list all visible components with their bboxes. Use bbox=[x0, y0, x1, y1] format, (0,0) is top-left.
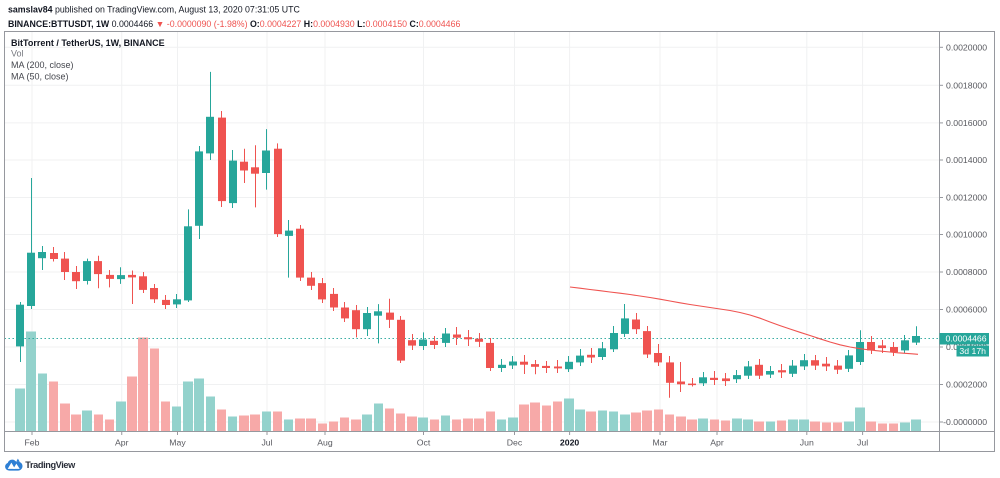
svg-text:Oct: Oct bbox=[417, 438, 431, 448]
svg-text:Feb: Feb bbox=[25, 438, 40, 448]
svg-text:0.0008000: 0.0008000 bbox=[946, 267, 987, 277]
svg-text:TradingView: TradingView bbox=[25, 460, 76, 470]
svg-text:MA (50, close): MA (50, close) bbox=[11, 71, 69, 81]
svg-text:May: May bbox=[169, 438, 186, 448]
svg-text:0.0006000: 0.0006000 bbox=[946, 305, 987, 315]
svg-text:Aug: Aug bbox=[317, 438, 333, 448]
svg-text:-0.0000000: -0.0000000 bbox=[943, 417, 987, 427]
svg-text:3d 17h: 3d 17h bbox=[959, 346, 986, 356]
svg-text:0.0014000: 0.0014000 bbox=[946, 155, 987, 165]
svg-text:0.0020000: 0.0020000 bbox=[946, 42, 987, 52]
svg-text:0.0004466: 0.0004466 bbox=[946, 334, 987, 344]
svg-text:Vol: Vol bbox=[11, 49, 24, 59]
svg-text:Mar: Mar bbox=[653, 438, 668, 448]
svg-text:0.0016000: 0.0016000 bbox=[946, 118, 987, 128]
svg-text:MA (200, close): MA (200, close) bbox=[11, 60, 74, 70]
svg-text:BINANCE:BTTUSDT, 1W 0.0004466: BINANCE:BTTUSDT, 1W 0.0004466 ▼ -0.00000… bbox=[8, 19, 460, 29]
svg-text:0.0010000: 0.0010000 bbox=[946, 230, 987, 240]
svg-text:Jun: Jun bbox=[800, 438, 814, 448]
svg-text:Dec: Dec bbox=[507, 438, 523, 448]
svg-text:Jul: Jul bbox=[857, 438, 868, 448]
svg-text:0.0018000: 0.0018000 bbox=[946, 80, 987, 90]
svg-text:Apr: Apr bbox=[115, 438, 129, 448]
svg-text:Apr: Apr bbox=[710, 438, 724, 448]
svg-text:0.0002000: 0.0002000 bbox=[946, 380, 987, 390]
svg-text:samslav84 published on Trading: samslav84 published on TradingView.com, … bbox=[8, 5, 300, 15]
svg-text:Jul: Jul bbox=[261, 438, 272, 448]
svg-text:BitTorrent / TetherUS, 1W, BIN: BitTorrent / TetherUS, 1W, BINANCE bbox=[11, 38, 165, 48]
svg-text:2020: 2020 bbox=[560, 438, 579, 448]
svg-text:0.0012000: 0.0012000 bbox=[946, 193, 987, 203]
